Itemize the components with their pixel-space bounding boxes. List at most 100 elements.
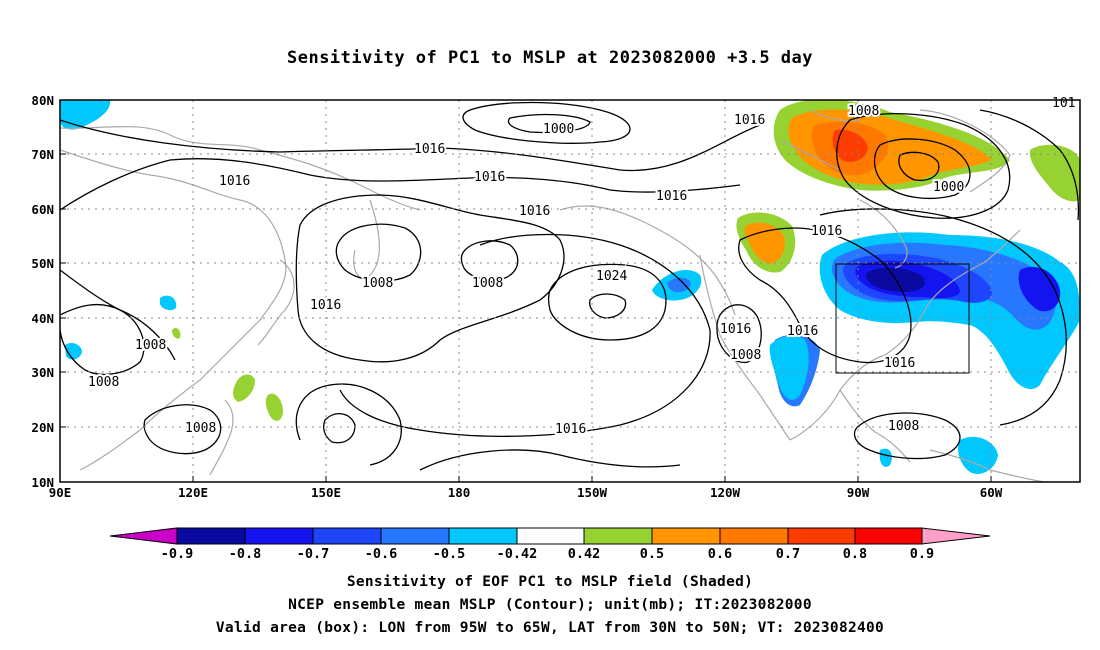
shade-negative-atlantic-core	[1018, 266, 1061, 312]
contour-label: 1016	[811, 224, 842, 239]
contour-arctic-low	[462, 101, 631, 144]
colorbar-label: -0.5	[433, 546, 466, 562]
y-tick-label: 60N	[31, 202, 54, 217]
colorbar-bin	[583, 527, 653, 545]
colorbar-label: -0.7	[297, 546, 330, 562]
contour-1000-greenland-inner	[898, 151, 940, 181]
colorbar-label: 0.5	[640, 546, 664, 562]
colorbar-bin	[516, 527, 585, 545]
contour-1008-mexico	[716, 304, 762, 364]
caption-contour: NCEP ensemble mean MSLP (Contour); unit(…	[288, 597, 812, 613]
contour-1016-subtropical	[339, 233, 711, 437]
contour-1016-east	[819, 208, 1067, 426]
x-tick-label: 120W	[710, 485, 741, 500]
colorbar-label: 0.7	[776, 546, 800, 562]
contour-1016-north	[60, 119, 761, 172]
contour-1008-philippines	[143, 404, 222, 455]
contour-1008-bering-low	[460, 240, 519, 281]
contour-label: 1000	[933, 180, 964, 195]
contour-label: 1000	[543, 122, 574, 137]
shade-negative-sw	[879, 448, 892, 467]
contour-1024-inner	[589, 293, 627, 319]
caption-shaded: Sensitivity of EOF PC1 to MSLP field (Sh…	[346, 574, 754, 590]
shade-negative-asia-2	[160, 295, 177, 311]
y-tick-label: 80N	[31, 93, 54, 108]
coast-greenland	[919, 109, 1011, 193]
coast-central-america	[839, 389, 911, 463]
contour-label: 1016	[734, 113, 765, 128]
colorbar-label: -0.42	[497, 546, 538, 562]
contour-arctic-low-inner	[507, 113, 591, 134]
colorbar-arrow-left	[109, 527, 178, 545]
contour-label: 1008	[730, 348, 761, 363]
contour-label: 1016	[414, 142, 445, 157]
contour-label: 1016	[555, 422, 586, 437]
colorbar-labels: -0.9 -0.8 -0.7 -0.6 -0.5 -0.42 0.42 0.5 …	[161, 546, 934, 562]
contour-1016-east-north	[979, 109, 1080, 221]
tick-marks	[60, 99, 992, 483]
colorbar-bin	[244, 527, 314, 545]
contour-label: 1008	[135, 338, 166, 353]
y-tick-label: 40N	[31, 311, 54, 326]
contour-1016-na	[738, 227, 912, 364]
caption-valid-area: Valid area (box): LON from 95W to 65W, L…	[215, 620, 885, 636]
contour-label: 1008	[472, 276, 503, 291]
contour-label: 1016	[656, 189, 687, 204]
contour-1016-mid	[60, 158, 741, 211]
plot-frame	[59, 99, 1081, 483]
colorbar-bin	[719, 527, 789, 545]
valid-area-box	[835, 263, 970, 374]
coast-asia-north	[60, 125, 421, 211]
colorbar-bin	[312, 527, 382, 545]
colorbar-bin	[787, 527, 856, 545]
x-tick-label: 150W	[577, 485, 608, 500]
contour-label: 1016	[219, 174, 250, 189]
colorbar-label: 0.42	[568, 546, 601, 562]
shade-positive-asia-3	[172, 327, 181, 339]
shade-positive-wpac-1	[233, 374, 255, 402]
grid-lines	[60, 100, 1080, 482]
y-tick-label: 10N	[31, 475, 54, 490]
mslp-contours	[60, 101, 1080, 471]
chart-title: Sensitivity of PC1 to MSLP at 2023082000…	[286, 48, 813, 68]
x-tick-label: 60W	[980, 485, 1003, 500]
contour-1008-asia	[60, 303, 145, 376]
colorbar-bin	[854, 527, 923, 545]
x-tick-label: 150E	[311, 485, 341, 500]
coast-kamchatka	[353, 199, 380, 279]
contour-1016-aleutian	[295, 194, 565, 363]
contour-label: 1024	[596, 269, 627, 284]
coast-south-america	[929, 449, 1046, 482]
contour-label: 1016	[787, 324, 818, 339]
coastlines	[60, 109, 1046, 482]
contour-label: 101	[1052, 96, 1075, 111]
contour-label: 1016	[884, 356, 915, 371]
colorbar-label: -0.8	[229, 546, 262, 562]
shaded-sensitivity	[60, 100, 1080, 475]
coast-philippines	[209, 399, 234, 476]
colorbar-bin	[448, 527, 518, 545]
contour-label: 1016	[474, 170, 505, 185]
colorbar-bin	[651, 527, 721, 545]
coast-arctic-islands	[779, 109, 861, 171]
y-tick-label: 20N	[31, 420, 54, 435]
contour-label: 1016	[519, 204, 550, 219]
y-tick-label: 70N	[31, 147, 54, 162]
y-tick-label: 30N	[31, 365, 54, 380]
x-tick-label: 90E	[49, 485, 72, 500]
contour-1008-wpac	[323, 413, 356, 444]
colorbar-bin	[176, 527, 246, 545]
contour-1016-wpac	[295, 383, 402, 466]
shade-positive-labrador-core	[744, 222, 786, 264]
x-tick-label: 90W	[847, 485, 870, 500]
shade-positive-wpac-2	[265, 393, 283, 421]
colorbar-label: -0.9	[161, 546, 194, 562]
shade-negative-arctic-w	[60, 100, 111, 130]
colorbar-label: -0.6	[365, 546, 398, 562]
shade-negative-gulf-outer	[769, 335, 809, 400]
contour-label: 1008	[888, 419, 919, 434]
coast-na-west	[699, 254, 791, 441]
contour-1016-tropics	[419, 449, 681, 471]
coast-japan	[257, 259, 295, 346]
